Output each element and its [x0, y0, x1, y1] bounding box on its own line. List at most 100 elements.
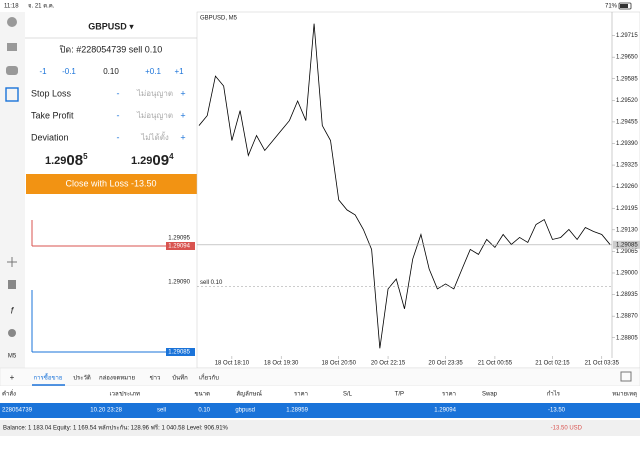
y-tick-label: 1.28935 — [616, 292, 638, 298]
column-header: สัญลักษณ์ — [236, 390, 262, 398]
symbol[interactable]: GBPUSD ▾ — [88, 21, 134, 31]
layout-icon[interactable] — [620, 371, 632, 382]
tab[interactable]: ข่าว — [150, 375, 161, 382]
y-tick-label: 1.29195 — [616, 206, 638, 212]
plus[interactable]: + — [180, 88, 185, 98]
plus[interactable]: + — [180, 110, 185, 120]
bid-big: 1.29 — [45, 155, 66, 167]
tab[interactable]: กล่องจดหมาย — [99, 375, 135, 382]
x-tick-label: 18 Oct 20:50 — [322, 361, 357, 367]
account-icon[interactable] — [7, 17, 17, 27]
minus[interactable]: - — [117, 88, 120, 98]
order-title: ปิด: #228054739 sell 0.10 — [60, 44, 163, 54]
summary: Balance: 1 183.04 Equity: 1 169.54 หลักป… — [3, 424, 229, 432]
y-tick-label: 1.29390 — [616, 141, 638, 147]
volume[interactable]: 0.10 — [103, 67, 119, 76]
row-label: Stop Loss — [31, 88, 72, 98]
status-date: จ. 21 ต.ค. — [28, 4, 55, 10]
battery: 71% — [605, 4, 618, 10]
tab[interactable]: การซื้อขาย — [34, 372, 63, 382]
ask-big: 1.29 — [131, 155, 152, 167]
indicator-icon[interactable] — [8, 280, 16, 289]
function-icon[interactable]: f — [11, 305, 15, 315]
table-header — [0, 386, 640, 402]
y-tick-label: 1.29520 — [616, 98, 638, 104]
x-tick-label: 20 Oct 22:15 — [371, 361, 406, 367]
row-value: ไม่อนุญาต — [136, 89, 173, 98]
volume-step[interactable]: -1 — [39, 67, 47, 76]
x-tick-label: 21 Oct 03:35 — [585, 361, 620, 367]
summary-total: -13.50 USD — [551, 426, 583, 432]
y-tick-label: 1.29715 — [616, 33, 638, 39]
cell: 228054739 — [2, 408, 33, 414]
y-tick-label: 1.29585 — [616, 76, 638, 82]
objects-icon[interactable] — [8, 329, 16, 337]
row-value: ไม่ได้ตั้ง — [140, 131, 169, 142]
column-header: S/L — [343, 392, 353, 398]
position-row[interactable] — [0, 403, 640, 418]
cell: 10.20 23:28 — [90, 408, 122, 414]
summary-bar — [0, 420, 640, 436]
volume-step[interactable]: +1 — [174, 67, 184, 76]
column-header: T/P — [395, 392, 404, 398]
y-tick-label: 1.28805 — [616, 335, 638, 341]
column-header: เวลา — [110, 392, 122, 398]
tab[interactable]: บันทึก — [172, 375, 188, 382]
y-tick-label: 1.29065 — [616, 249, 638, 255]
add-button[interactable]: + — [10, 373, 15, 382]
tab[interactable]: เกี่ยวกับ — [199, 374, 219, 382]
cell: 1.29094 — [434, 408, 456, 414]
x-tick-label: 21 Oct 00:55 — [478, 361, 513, 367]
row-value: ไม่อนุญาต — [136, 111, 173, 120]
new-order-icon[interactable] — [5, 87, 19, 102]
cell: 1.28959 — [286, 408, 308, 414]
battery-icon — [618, 2, 632, 10]
y-tick-label: 1.29130 — [616, 227, 638, 233]
column-header: Swap — [482, 392, 498, 398]
ask-pips: 09 — [152, 152, 169, 169]
close-button[interactable] — [26, 174, 197, 194]
cell: -13.50 — [548, 408, 566, 414]
bid-price: 1.29085 — [45, 152, 88, 169]
plus[interactable]: + — [180, 132, 185, 142]
cell: sell — [157, 408, 166, 414]
ask-tag — [166, 242, 195, 250]
chart-title: GBPUSD, M5 — [200, 16, 238, 22]
battery-level — [620, 4, 628, 8]
y-tick-label: 1.29260 — [616, 184, 638, 190]
x-tick-label: 20 Oct 23:35 — [428, 361, 463, 367]
x-tick-label: 21 Oct 02:15 — [535, 361, 570, 367]
column-header: หมายเหตุ — [612, 392, 637, 398]
y-tick-label: 1.29325 — [616, 163, 638, 169]
x-tick-label: 18 Oct 19:30 — [264, 361, 299, 367]
current-price-label: 1.29085 — [616, 242, 638, 248]
bid-tag — [166, 348, 195, 356]
status-time: 11:18 — [4, 4, 19, 10]
price-line — [198, 23, 611, 349]
volume-step[interactable]: +0.1 — [145, 67, 161, 76]
timeframe[interactable]: M5 — [8, 354, 17, 360]
tab[interactable]: ประวัติ — [73, 375, 91, 382]
current-price-tag — [613, 240, 640, 249]
y-tick-label: 1.29650 — [616, 55, 638, 61]
volume-step[interactable]: -0.1 — [62, 67, 76, 76]
chat-icon[interactable] — [6, 66, 18, 75]
bid-frac: 5 — [83, 152, 88, 161]
ask-price: 1.29094 — [131, 152, 174, 169]
column-header: ขนาด — [195, 392, 211, 398]
minus[interactable]: - — [117, 110, 120, 120]
y-tick-label: 1.28870 — [616, 314, 638, 320]
chart-area — [196, 11, 640, 369]
bid-pips: 08 — [66, 152, 83, 169]
minus[interactable]: - — [117, 132, 120, 142]
row-label: Take Profit — [31, 110, 74, 120]
trade-icon[interactable] — [7, 43, 17, 51]
cell: 0.10 — [198, 408, 210, 414]
y-tick-label: 1.29455 — [616, 119, 638, 125]
row-label: Deviation — [31, 132, 69, 142]
close-button-label[interactable]: Close with Loss -13.50 — [65, 178, 156, 188]
column-header: ประเภท — [120, 391, 140, 398]
depth-price: 1.29094 — [168, 244, 190, 250]
